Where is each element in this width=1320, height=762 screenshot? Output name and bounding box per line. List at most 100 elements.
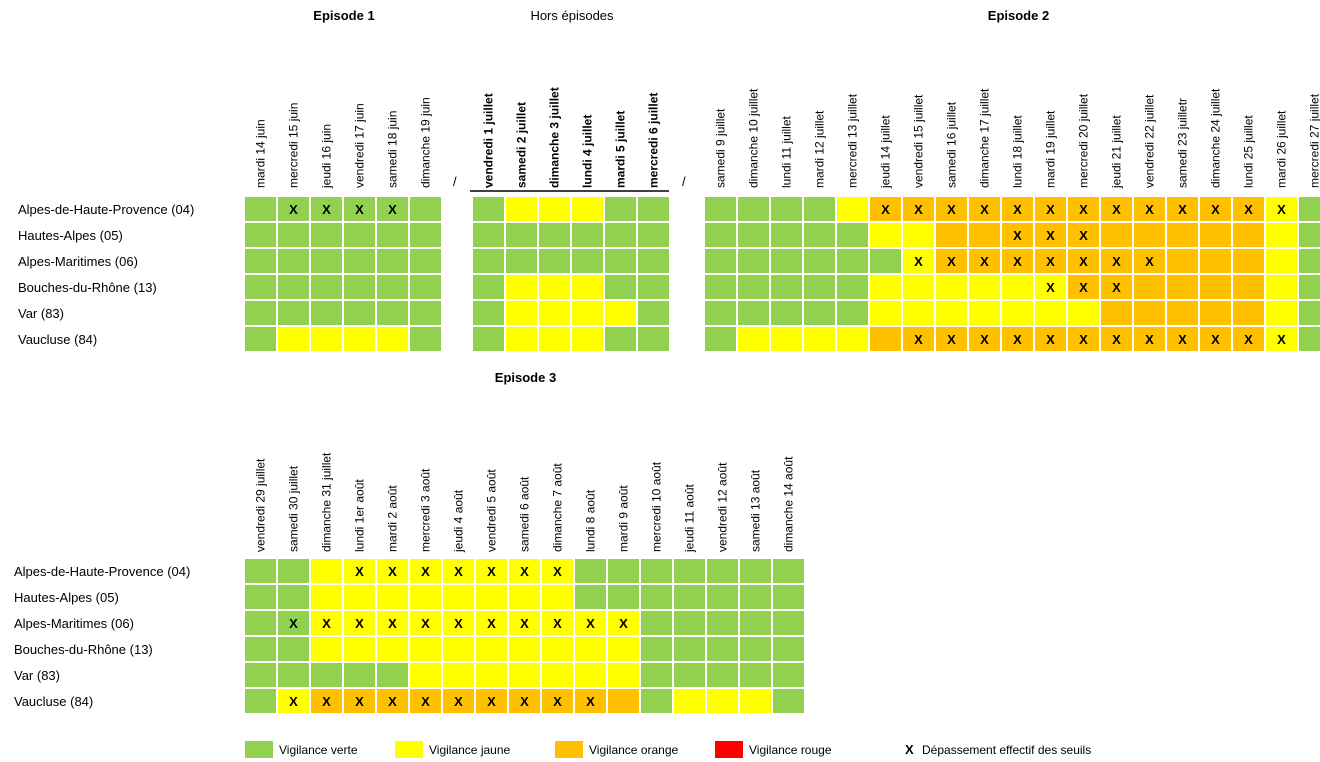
department-label: Bouches-du-Rhône (13): [18, 280, 157, 295]
vigilance-cell: [506, 301, 537, 325]
exceed-marker: X: [322, 616, 331, 631]
exceed-marker: X: [1178, 202, 1187, 217]
exceed-marker: X: [1112, 332, 1121, 347]
legend-label: Vigilance orange: [589, 743, 679, 757]
vigilance-cell: [245, 197, 276, 221]
day-header: mercredi 20 juillet: [1077, 93, 1091, 188]
exceed-marker: X: [980, 202, 989, 217]
day-header: mardi 5 juillet: [614, 111, 628, 188]
vigilance-cell: [837, 249, 868, 273]
vigilance-cell: [443, 559, 474, 583]
vigilance-cell: [410, 275, 441, 299]
exceed-marker: X: [947, 332, 956, 347]
vigilance-cell: [773, 663, 804, 687]
vigilance-cell: [506, 223, 537, 247]
exceed-marker: X: [1046, 332, 1055, 347]
vigilance-cell: [410, 249, 441, 273]
vigilance-cell: [638, 275, 669, 299]
vigilance-cell: [870, 223, 901, 247]
vigilance-cell: [377, 611, 408, 635]
vigilance-cell: [1035, 327, 1066, 351]
vigilance-cell: [377, 663, 408, 687]
day-header: lundi 4 juillet: [581, 115, 595, 188]
exceed-marker: X: [1046, 280, 1055, 295]
vigilance-cell: [377, 223, 408, 247]
exceed-marker: X: [454, 616, 463, 631]
exceed-marker: X: [1013, 254, 1022, 269]
vigilance-cell: [705, 275, 736, 299]
day-header: mercredi 3 août: [419, 468, 433, 552]
vigilance-cell: [638, 327, 669, 351]
vigilance-cell: [804, 327, 835, 351]
day-header: dimanche 10 juillet: [747, 88, 761, 188]
exceed-marker: X: [454, 694, 463, 709]
vigilance-cell: [1299, 249, 1320, 273]
day-header: samedi 30 juillet: [287, 465, 301, 552]
vigilance-cell: [245, 637, 276, 661]
day-header: vendredi 29 juillet: [254, 458, 268, 552]
exceed-marker: X: [1211, 202, 1220, 217]
exceed-marker: X: [355, 616, 364, 631]
day-header: samedi 23 juilletr: [1176, 98, 1190, 188]
vigilance-cell: [542, 585, 573, 609]
vigilance-cell: [1200, 223, 1231, 247]
day-header: samedi 6 août: [518, 476, 532, 552]
vigilance-cell: [539, 249, 570, 273]
exceed-marker: X: [586, 694, 595, 709]
vigilance-cell: [674, 689, 705, 713]
vigilance-cell: [1266, 249, 1297, 273]
day-header: vendredi 12 août: [716, 462, 730, 552]
vigilance-cell: [506, 327, 537, 351]
legend-label: Dépassement effectif des seuils: [922, 743, 1091, 757]
vigilance-cell: [278, 689, 309, 713]
vigilance-cell: [936, 327, 967, 351]
vigilance-cell: [641, 637, 672, 661]
vigilance-cell: [1002, 197, 1033, 221]
day-header: lundi 8 août: [584, 489, 598, 552]
vigilance-cell: [638, 223, 669, 247]
vigilance-cell: [572, 275, 603, 299]
legend-label: Vigilance verte: [279, 743, 358, 757]
vigilance-cell: [1134, 197, 1165, 221]
vigilance-cell: [476, 637, 507, 661]
vigilance-cell: [870, 301, 901, 325]
day-header: vendredi 17 juin: [353, 103, 367, 188]
vigilance-cell: [608, 637, 639, 661]
vigilance-cell: [771, 197, 802, 221]
day-header: jeudi 21 juillet: [1110, 115, 1124, 189]
vigilance-cell: [738, 223, 769, 247]
vigilance-cell: [473, 223, 504, 247]
vigilance-cell: [870, 197, 901, 221]
vigilance-cell: [377, 249, 408, 273]
vigilance-cell: [410, 689, 441, 713]
exceed-marker: X: [553, 564, 562, 579]
vigilance-cell: [539, 197, 570, 221]
vigilance-cell: [1101, 249, 1132, 273]
vigilance-cell: [1233, 223, 1264, 247]
vigilance-cell: [1035, 197, 1066, 221]
vigilance-cell: [245, 663, 276, 687]
exceed-marker: X: [388, 564, 397, 579]
vigilance-cell: [641, 689, 672, 713]
day-header: samedi 16 juillet: [945, 101, 959, 188]
vigilance-cell: [705, 249, 736, 273]
vigilance-cell: [1167, 223, 1198, 247]
vigilance-cell: [509, 611, 540, 635]
exceed-marker: X: [553, 694, 562, 709]
department-label: Alpes-de-Haute-Provence (04): [14, 564, 190, 579]
day-header: mardi 9 août: [617, 485, 631, 552]
vigilance-cell: [740, 637, 771, 661]
vigilance-cell: [473, 275, 504, 299]
vigilance-cell: [773, 611, 804, 635]
vigilance-cell: [605, 197, 636, 221]
exceed-marker: X: [914, 254, 923, 269]
vigilance-cell: [344, 559, 375, 583]
vigilance-cell: [572, 223, 603, 247]
vigilance-cell: [707, 689, 738, 713]
vigilance-cell: [1167, 197, 1198, 221]
day-header: dimanche 19 juin: [419, 97, 433, 188]
vigilance-cell: [1266, 327, 1297, 351]
exceed-marker: X: [388, 694, 397, 709]
vigilance-cell: [509, 637, 540, 661]
vigilance-cell: [506, 249, 537, 273]
